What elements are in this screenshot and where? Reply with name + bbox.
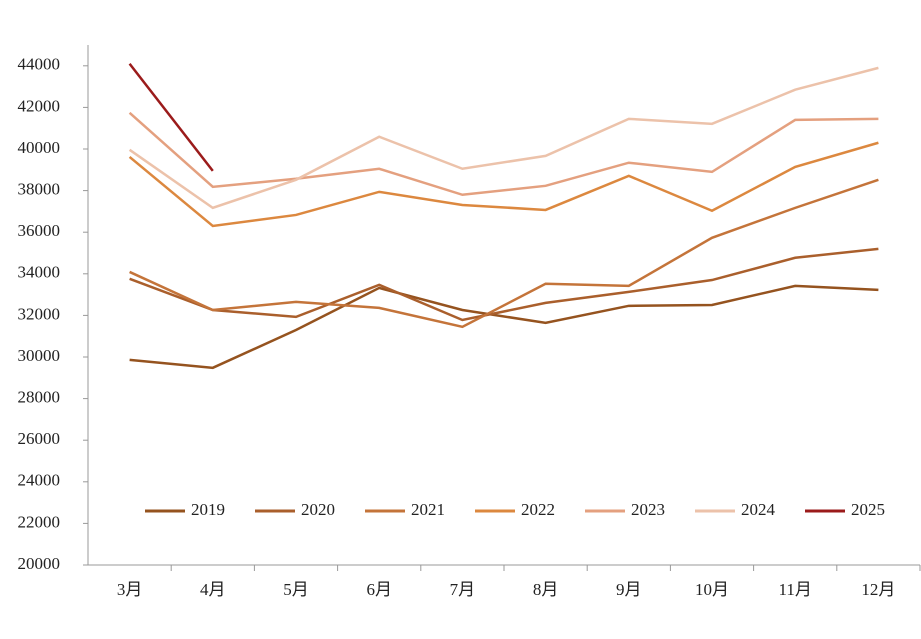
x-tick-label: 4月 [200, 580, 226, 599]
series-line [128, 62, 214, 172]
y-tick-label: 36000 [18, 221, 61, 240]
y-tick-label: 32000 [18, 304, 61, 323]
y-tick-label: 20000 [18, 554, 61, 573]
legend-label: 2024 [741, 500, 776, 519]
y-tick-label: 44000 [18, 55, 61, 74]
legend-label: 2020 [301, 500, 335, 519]
y-tick-label: 40000 [18, 138, 61, 157]
y-tick-label: 42000 [18, 96, 61, 115]
series-line [129, 247, 879, 322]
y-tick-label: 38000 [18, 180, 61, 199]
legend-label: 2019 [191, 500, 225, 519]
x-tick-label: 11月 [779, 580, 812, 599]
y-tick-label: 26000 [18, 429, 61, 448]
x-tick-label: 3月 [117, 580, 143, 599]
series-line [129, 178, 879, 329]
series-line [128, 66, 879, 210]
x-tick-label: 7月 [450, 580, 476, 599]
x-tick-label: 9月 [616, 580, 642, 599]
legend-label: 2023 [631, 500, 665, 519]
series-line [128, 141, 879, 228]
y-tick-label: 30000 [18, 346, 61, 365]
x-tick-label: 12月 [861, 580, 895, 599]
legend-label: 2021 [411, 500, 445, 519]
series-line [129, 284, 879, 370]
x-tick-label: 6月 [366, 580, 392, 599]
x-tick-label: 10月 [695, 580, 729, 599]
y-tick-label: 24000 [18, 471, 61, 490]
legend-label: 2022 [521, 500, 555, 519]
x-tick-label: 8月 [533, 580, 559, 599]
legend-label: 2025 [851, 500, 885, 519]
y-tick-label: 28000 [18, 388, 61, 407]
y-tick-label: 34000 [18, 263, 61, 282]
y-tick-label: 22000 [18, 512, 61, 531]
series-line [128, 111, 879, 197]
x-tick-label: 5月 [283, 580, 309, 599]
